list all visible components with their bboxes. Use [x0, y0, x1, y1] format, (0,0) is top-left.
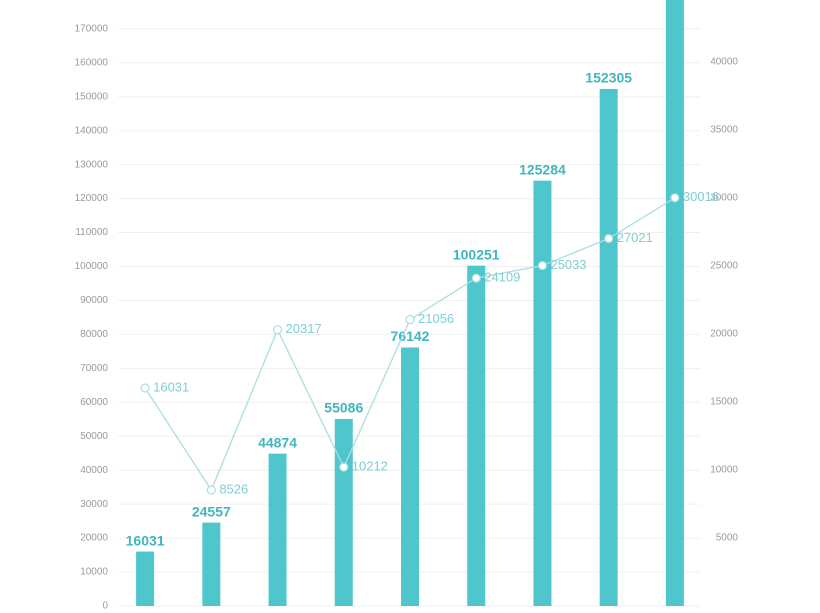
- line-value-label: 20317: [286, 321, 322, 336]
- y-tick-label: 30000: [80, 499, 108, 510]
- y2-tick-label: 40000: [710, 57, 738, 68]
- line-value-label: 27021: [617, 230, 653, 245]
- y-tick-label: 10000: [80, 567, 108, 578]
- line-point: [604, 233, 614, 244]
- line-point: [140, 383, 150, 393]
- line-point: [537, 260, 548, 271]
- bar-value-label: 76142: [391, 328, 430, 344]
- line-value-label: 8526: [219, 481, 248, 496]
- y2-tick-label: 30000: [710, 193, 738, 204]
- y-tick-label: 110000: [75, 227, 108, 238]
- y-tick-label: 60000: [80, 397, 108, 408]
- line-point: [405, 315, 415, 325]
- bar: [467, 265, 486, 606]
- line-value-label: 10212: [352, 459, 388, 474]
- line-point: [206, 485, 216, 495]
- line-point: [272, 325, 283, 335]
- bar: [401, 347, 419, 606]
- y-tick-label: 160000: [75, 57, 109, 68]
- bar: [599, 88, 618, 607]
- y2-tick-label: 15000: [710, 397, 738, 408]
- bar: [334, 418, 353, 606]
- y-tick-label: 150000: [75, 91, 109, 102]
- bar-value-label: 24557: [192, 503, 231, 519]
- y-tick-label: 0: [102, 601, 108, 612]
- bar-value-label: 55086: [324, 400, 363, 416]
- y-tick-label: 80000: [80, 329, 108, 340]
- line-value-label: 24109: [484, 270, 520, 285]
- y-tick-label: 50000: [80, 431, 108, 442]
- bar-value-label: 125284: [519, 161, 566, 177]
- line-point: [339, 462, 349, 472]
- line-value-label: 16031: [153, 379, 189, 394]
- bar: [533, 180, 552, 606]
- y2-tick-label: 5000: [716, 533, 739, 544]
- line-value-label: 21056: [418, 311, 454, 326]
- y2-tick-label: 10000: [710, 465, 738, 476]
- y-tick-label: 120000: [75, 193, 109, 204]
- bar: [136, 551, 155, 606]
- y-tick-label: 100000: [75, 261, 109, 272]
- bar-value-label: 152305: [585, 70, 632, 86]
- line-value-label: 30016: [683, 189, 719, 204]
- y-tick-label: 40000: [80, 465, 108, 476]
- bar: [202, 522, 221, 606]
- y2-tick-label: 20000: [710, 329, 738, 340]
- bar-value-label: 100251: [453, 246, 500, 262]
- bar: [268, 453, 287, 606]
- y-tick-label: 20000: [80, 533, 108, 544]
- y-tick-label: 140000: [75, 125, 109, 136]
- line-value-label: 25033: [550, 257, 586, 272]
- y-tick-label: 170000: [75, 23, 109, 34]
- y-tick-label: 90000: [80, 295, 108, 306]
- bar-value-label: 44874: [258, 434, 297, 450]
- y2-tick-label: 25000: [710, 261, 738, 272]
- line-point: [670, 193, 680, 203]
- bar-value-label: 16031: [126, 532, 165, 548]
- y-tick-label: 130000: [75, 159, 109, 170]
- y2-tick-label: 35000: [710, 125, 738, 136]
- y-tick-label: 70000: [80, 363, 108, 374]
- bar: [665, 0, 684, 606]
- line-point: [471, 273, 481, 283]
